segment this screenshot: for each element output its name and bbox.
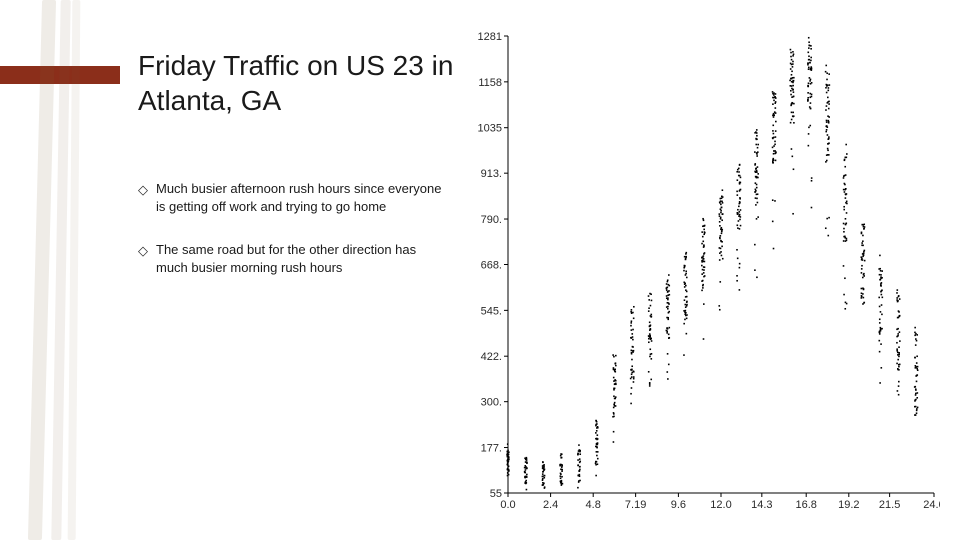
svg-text:790.: 790. xyxy=(481,214,502,226)
svg-text:12.0: 12.0 xyxy=(710,499,731,511)
svg-text:668.: 668. xyxy=(481,260,502,272)
svg-text:913.: 913. xyxy=(481,168,502,180)
diamond-bullet-icon: ◇ xyxy=(138,180,156,199)
slide: Friday Traffic on US 23 in Atlanta, GA ◇… xyxy=(0,0,960,540)
svg-text:24.0: 24.0 xyxy=(923,499,940,511)
bullet-text: The same road but for the other directio… xyxy=(156,241,448,276)
svg-text:2.4: 2.4 xyxy=(543,499,558,511)
slide-title: Friday Traffic on US 23 in Atlanta, GA xyxy=(138,48,458,118)
svg-text:422.: 422. xyxy=(481,351,502,363)
svg-text:4.8: 4.8 xyxy=(586,499,601,511)
diamond-bullet-icon: ◇ xyxy=(138,241,156,260)
bullet-text: Much busier afternoon rush hours since e… xyxy=(156,180,448,215)
bullet-item: ◇ Much busier afternoon rush hours since… xyxy=(138,180,448,215)
scatter-svg: 55177.300.422.545.668.790.913.1035115812… xyxy=(470,30,940,515)
svg-text:21.5: 21.5 xyxy=(879,499,900,511)
svg-text:0.0: 0.0 xyxy=(500,499,515,511)
svg-text:14.3: 14.3 xyxy=(751,499,772,511)
traffic-scatter-chart: 55177.300.422.545.668.790.913.1035115812… xyxy=(470,30,940,515)
svg-text:1158: 1158 xyxy=(478,77,502,89)
svg-text:19.2: 19.2 xyxy=(838,499,859,511)
bullet-list: ◇ Much busier afternoon rush hours since… xyxy=(138,180,448,302)
svg-text:177.: 177. xyxy=(481,443,502,455)
svg-text:300.: 300. xyxy=(481,397,502,409)
svg-text:7.19: 7.19 xyxy=(625,499,646,511)
svg-text:1035: 1035 xyxy=(478,123,502,135)
svg-text:1281: 1281 xyxy=(478,31,502,43)
bullet-item: ◇ The same road but for the other direct… xyxy=(138,241,448,276)
svg-text:545.: 545. xyxy=(481,305,502,317)
svg-text:16.8: 16.8 xyxy=(795,499,816,511)
svg-text:9.6: 9.6 xyxy=(671,499,686,511)
